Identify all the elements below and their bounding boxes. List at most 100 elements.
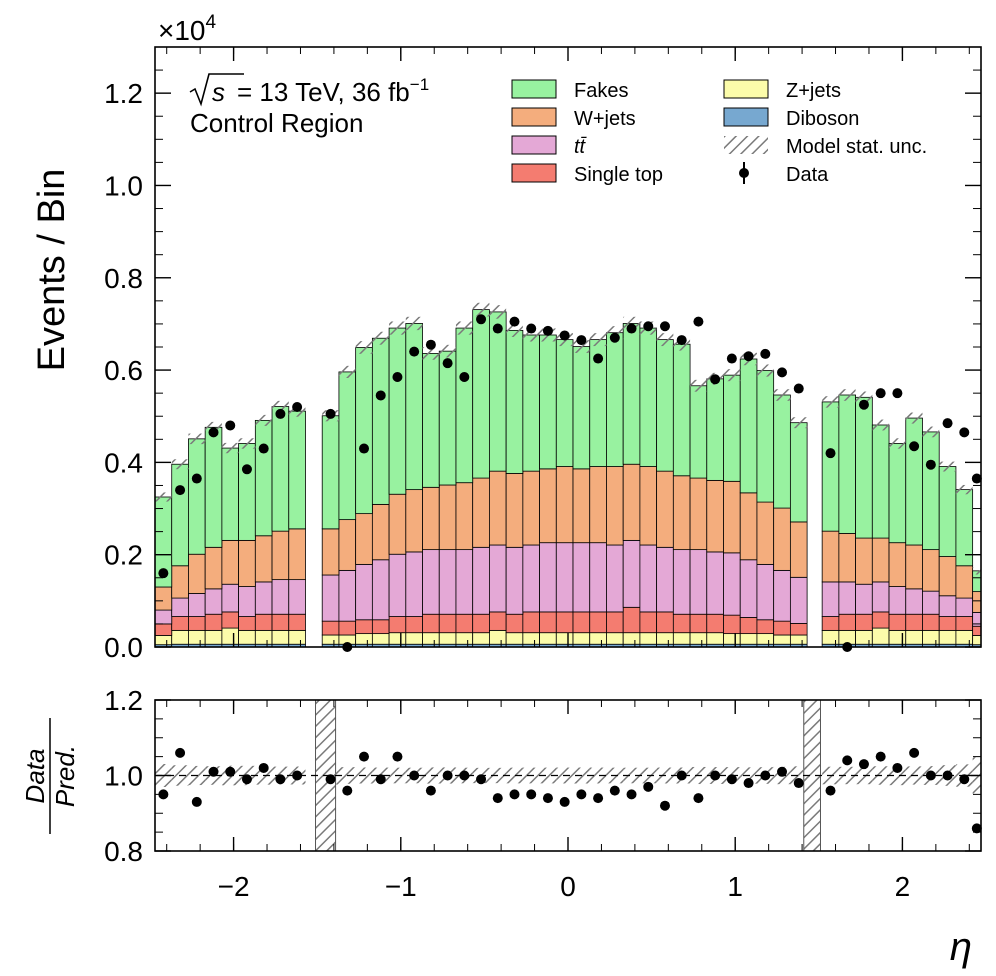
bar-singletop: [972, 625, 982, 636]
bar-tt: [271, 579, 290, 615]
bar-singletop: [489, 611, 507, 631]
bar-singletop: [821, 616, 840, 631]
bar-wjets: [656, 470, 674, 548]
bar-tt: [171, 597, 189, 617]
data-point: [275, 408, 286, 419]
bar-wjets: [589, 466, 607, 544]
bar-wjets: [171, 565, 189, 599]
bar-zjets: [773, 634, 791, 645]
bar-singletop: [606, 611, 624, 634]
bar-singletop: [371, 619, 390, 635]
bar-singletop: [672, 613, 691, 634]
legend-label: Single top: [574, 164, 663, 186]
x-tick-label: 1: [727, 871, 743, 902]
ratio-points: [158, 747, 982, 834]
bar-tt: [855, 583, 873, 615]
ratio-point: [492, 793, 503, 804]
ratio-point: [542, 793, 553, 804]
data-point: [676, 335, 687, 346]
bar-zjets: [905, 629, 923, 645]
ratio-point: [959, 774, 970, 785]
bar-fakes: [204, 426, 223, 548]
uncertainty-band: [756, 364, 774, 377]
uncertainty-band: [188, 433, 206, 445]
bar-tt: [371, 559, 390, 621]
data-point: [858, 399, 869, 410]
bar-zjets: [938, 629, 957, 645]
ratio-y-title-den: Pred.: [50, 745, 80, 807]
bar-singletop: [355, 619, 373, 635]
bar-tt: [871, 581, 890, 613]
bar-fakes: [555, 339, 574, 467]
ratio-point: [593, 793, 604, 804]
bar-fakes: [706, 378, 724, 481]
uncertainty-band: [955, 484, 973, 495]
bar-wjets: [422, 486, 440, 551]
bar-zjets: [355, 633, 373, 645]
bar-tt: [656, 546, 674, 613]
bar-tt: [438, 549, 457, 615]
data-point: [492, 323, 503, 334]
data-point: [576, 335, 587, 346]
y-tick-label: 1.0: [104, 170, 143, 201]
bar-singletop: [922, 613, 940, 631]
data-point: [559, 330, 570, 341]
legend-label: Fakes: [574, 80, 628, 102]
legend-item: Model stat. unc.: [724, 136, 927, 158]
x-tick-label: −1: [385, 871, 417, 902]
legend-swatch: [723, 107, 769, 127]
bar-zjets: [371, 633, 390, 645]
legend-label: Model stat. unc.: [786, 136, 927, 158]
uncertainty-band: [439, 344, 456, 358]
legend-item: tt̄: [511, 135, 587, 158]
legend-hatch-swatch: [724, 136, 768, 154]
bar-fakes: [639, 327, 658, 467]
bar-wjets: [672, 475, 691, 551]
data-point: [777, 367, 788, 378]
uncertainty-band: [355, 341, 373, 354]
ratio-point: [676, 770, 687, 781]
data-point: [643, 321, 654, 332]
bar-zjets: [789, 634, 808, 645]
bar-fakes: [871, 424, 890, 539]
bar-wjets: [388, 493, 407, 555]
bar-singletop: [938, 616, 957, 631]
uncertainty-band: [389, 321, 406, 335]
data-point: [208, 427, 219, 438]
legend-label: W+jets: [574, 108, 636, 130]
uncertainty-band: [690, 379, 707, 392]
ratio-point: [241, 774, 252, 785]
bar-tt: [505, 546, 524, 615]
uncertainty-band: [272, 400, 289, 413]
bar-zjets: [922, 629, 940, 645]
bar-fakes: [773, 394, 791, 509]
uncertainty-band: [889, 438, 906, 449]
bar-wjets: [821, 530, 840, 583]
bar-fakes: [723, 374, 741, 482]
bar-wjets: [572, 468, 591, 544]
bar-tt: [321, 574, 340, 622]
bar-wjets: [606, 466, 624, 546]
uncertainty-band: [205, 421, 222, 433]
bar-singletop: [706, 613, 724, 634]
bar-zjets: [606, 632, 624, 645]
bar-tt: [955, 597, 974, 617]
bar-wjets: [855, 537, 873, 585]
uncertainty-band: [589, 333, 607, 347]
bar-fakes: [572, 346, 591, 470]
uncertainty-band: [338, 365, 356, 378]
ratio-band: [838, 766, 856, 785]
bar-fakes: [438, 350, 457, 486]
x-tick-label: 2: [895, 871, 911, 902]
ratio-point: [760, 770, 771, 781]
bar-singletop: [271, 613, 290, 631]
bar-fakes: [188, 438, 206, 555]
bar-singletop: [455, 613, 474, 634]
bar-zjets: [955, 629, 974, 645]
bar-fakes: [622, 323, 641, 465]
bar-fakes: [489, 311, 507, 472]
energy-label: = 13 TeV, 36 fb−1: [237, 75, 429, 107]
ratio-point: [342, 785, 353, 796]
bar-wjets: [739, 492, 758, 561]
bar-zjets: [622, 632, 641, 645]
